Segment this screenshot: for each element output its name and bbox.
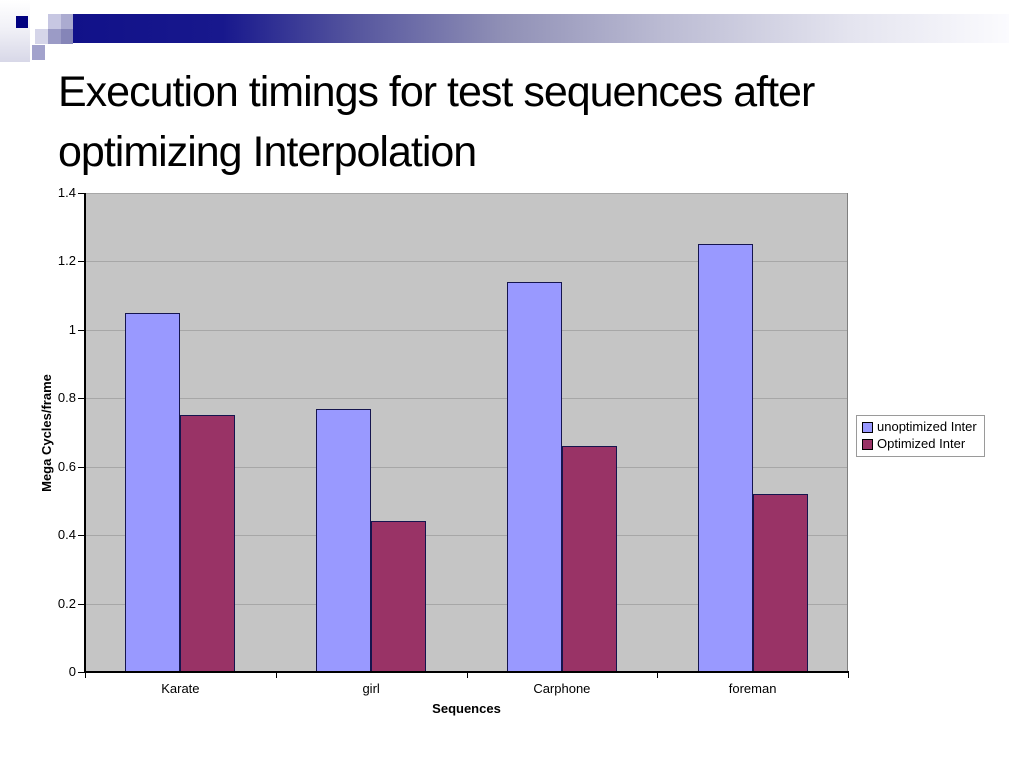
deco-square [32,45,45,60]
y-tick-label: 0.6 [57,458,76,474]
y-tick-mark [78,329,85,331]
y-tick-label: 1.4 [57,185,76,200]
deco-square [61,14,73,29]
deco-square [48,29,61,44]
y-tick-mark [78,193,85,194]
gridline [85,329,847,331]
header-banner [73,14,1009,43]
y-tick-label: 0.4 [57,527,76,543]
x-tick-mark [657,673,659,678]
bar-unoptimized-karate [125,312,181,672]
slide-title: Execution timings for test sequences aft… [58,68,815,176]
corner-gradient-strip [0,0,30,62]
x-tick-mark [466,673,468,678]
y-tick-label: 1 [68,321,76,337]
gridline [85,398,847,400]
y-axis-line [84,193,86,672]
x-tick-mark [848,673,849,678]
x-category-label: foreman [728,681,777,696]
deco-square-navy [16,16,28,28]
legend-label: unoptimized Inter [877,419,977,434]
legend-entry: unoptimized Inter [862,420,977,434]
legend-label: Optimized Inter [877,436,966,451]
bar-unoptimized-girl [316,408,372,672]
x-category-label: Karate [161,681,200,696]
gridline [85,466,847,468]
bar-optimized-carphone [561,446,617,672]
chart-legend: unoptimized Inter Optimized Inter [856,415,985,457]
gridline [85,193,847,194]
bar-optimized-foreman [752,494,808,672]
y-tick-mark [78,603,85,605]
bar-unoptimized-foreman [697,244,753,672]
legend-swatch [862,421,873,433]
gridline [85,535,847,537]
x-axis-title: Sequences [432,701,501,716]
deco-square [35,29,48,44]
bar-optimized-karate [180,415,236,672]
gridline [85,603,847,605]
x-category-label: Carphone [533,681,591,696]
bar-unoptimized-carphone [506,281,562,672]
legend-swatch [862,438,873,450]
y-tick-mark [78,535,85,537]
x-tick-mark [85,673,86,678]
y-axis-title: Mega Cycles/frame [39,374,54,492]
y-tick-mark [78,398,85,400]
x-axis-line [84,671,849,673]
x-category-label: girl [362,681,380,696]
y-tick-mark [78,672,85,673]
gridline [85,261,847,263]
legend-entry: Optimized Inter [862,437,977,451]
y-tick-label: 0 [68,664,76,679]
y-tick-label: 1.2 [57,253,76,269]
deco-square [48,14,61,29]
y-tick-label: 0.8 [57,390,76,406]
deco-square [61,29,73,44]
y-tick-mark [78,261,85,263]
x-tick-mark [275,673,277,678]
plot-area [85,193,848,672]
bar-optimized-girl [371,521,427,672]
y-tick-label: 0.2 [57,595,76,611]
y-tick-mark [78,466,85,468]
